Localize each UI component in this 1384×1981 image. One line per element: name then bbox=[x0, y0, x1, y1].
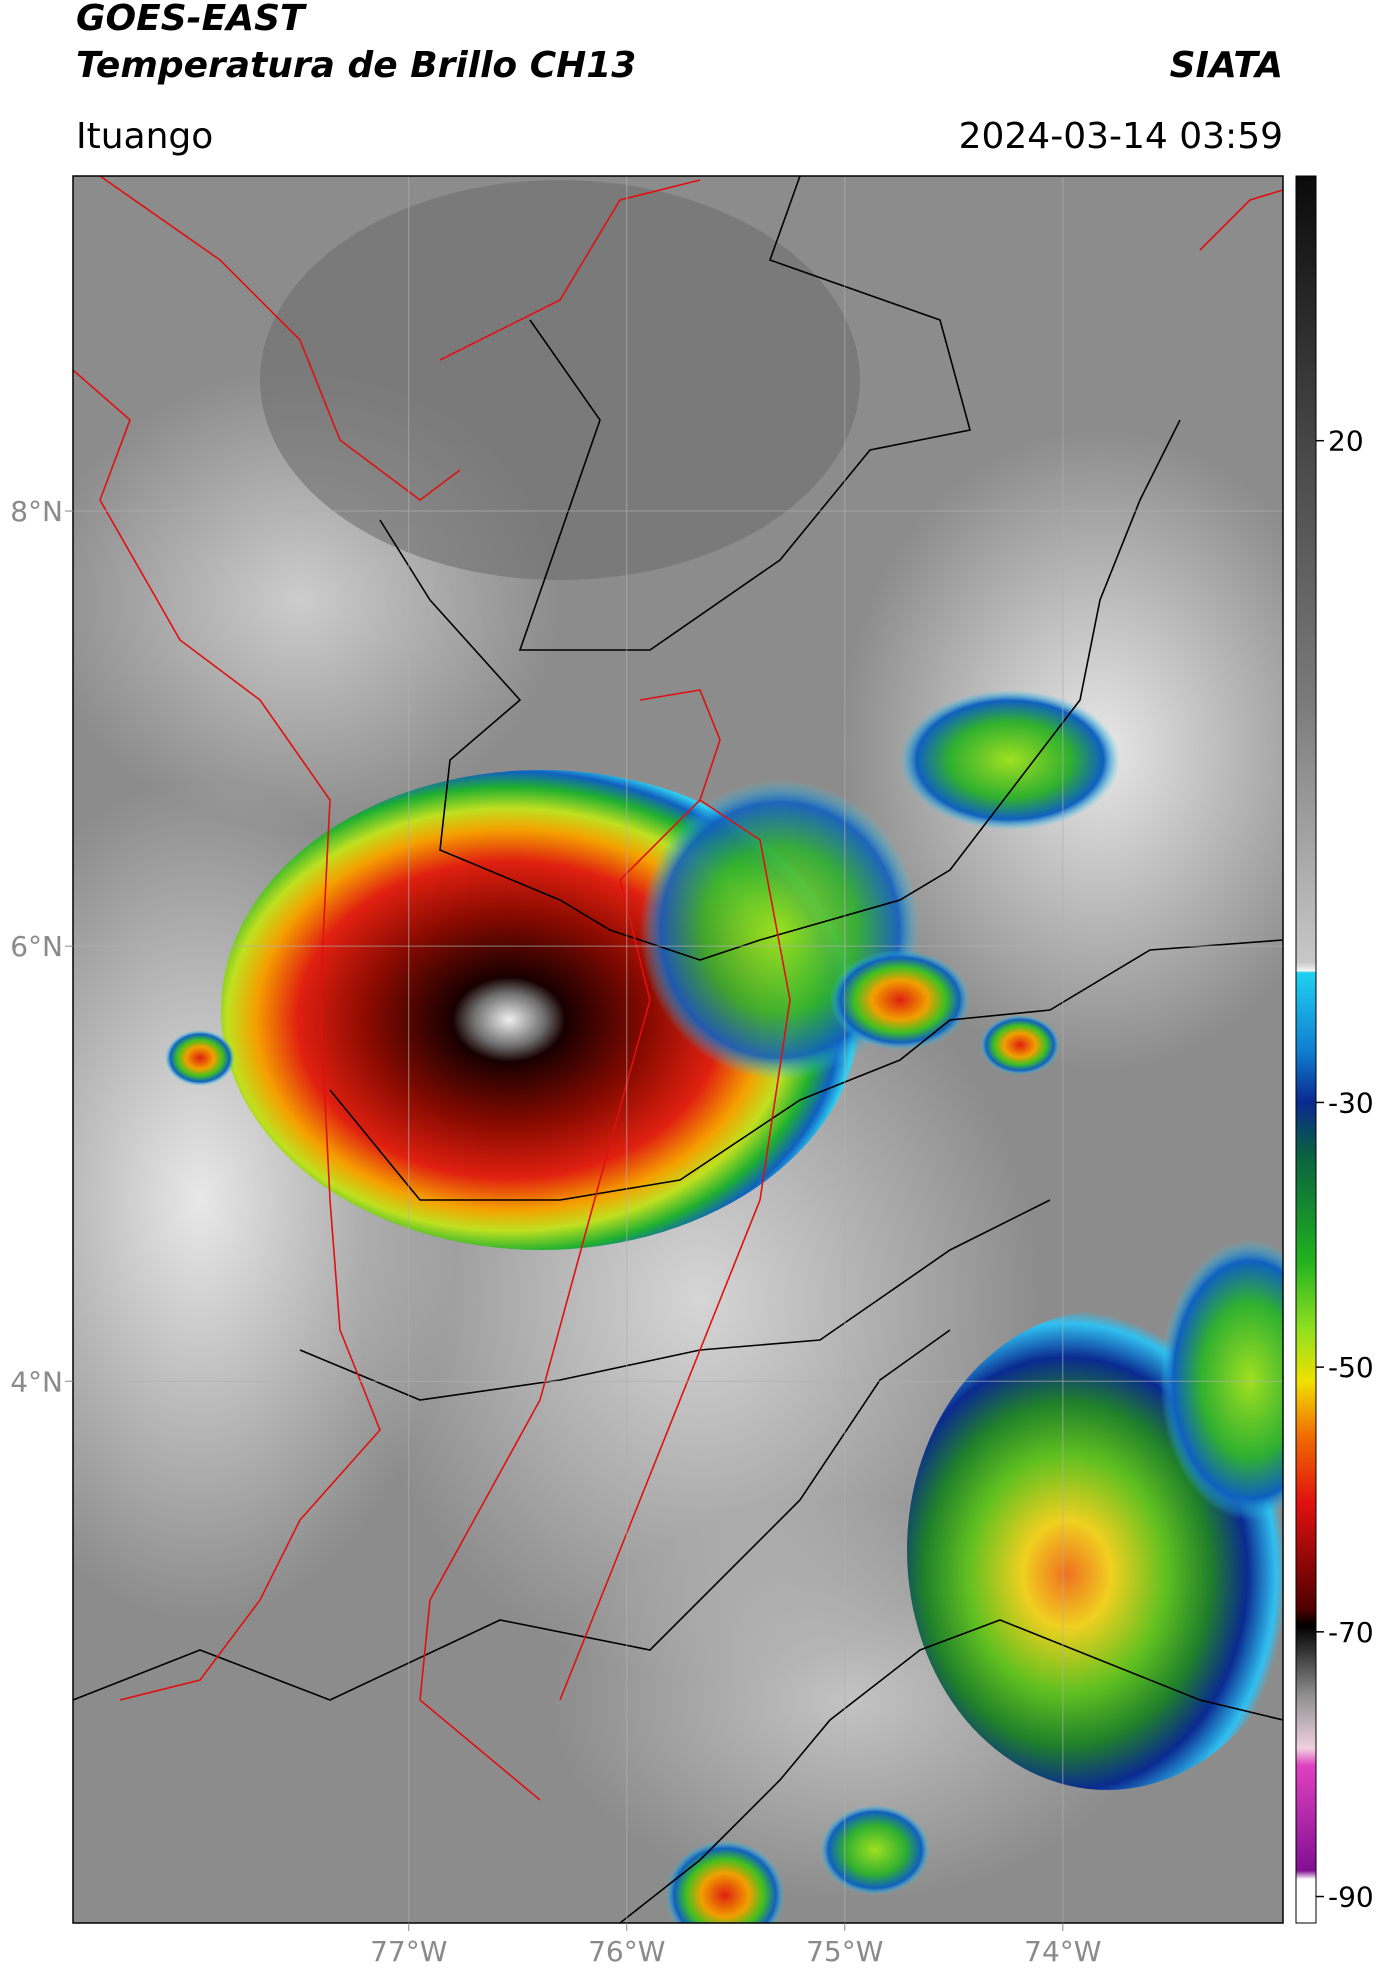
subtitle: Temperatura de Brillo CH13 bbox=[76, 45, 636, 86]
lon-tick-label: 77°W bbox=[370, 1935, 447, 1968]
datetime: 2024-03-14 03:59 bbox=[959, 116, 1283, 157]
location: Ituango bbox=[76, 116, 213, 157]
map-image bbox=[73, 176, 1283, 1923]
map-frame bbox=[72, 175, 1284, 1924]
colorbar-tick-label: -50 bbox=[1328, 1351, 1374, 1384]
lon-tick-label: 74°W bbox=[1024, 1935, 1101, 1968]
lat-tick-label: 6°N bbox=[10, 930, 63, 963]
colorbar-tick-label: 20 bbox=[1328, 425, 1364, 458]
colorbar-tick-label: -90 bbox=[1328, 1881, 1374, 1914]
lat-tick-label: 8°N bbox=[10, 495, 63, 528]
colorbar-tick-label: -70 bbox=[1328, 1616, 1374, 1649]
colorbar-tick-label: -30 bbox=[1328, 1086, 1374, 1119]
lat-tick-label: 4°N bbox=[10, 1365, 63, 1398]
source: SIATA bbox=[1170, 45, 1283, 86]
colorbar bbox=[1295, 175, 1317, 1924]
lon-tick-label: 76°W bbox=[588, 1935, 665, 1968]
title: GOES-EAST bbox=[76, 0, 307, 39]
lon-tick-label: 75°W bbox=[806, 1935, 883, 1968]
